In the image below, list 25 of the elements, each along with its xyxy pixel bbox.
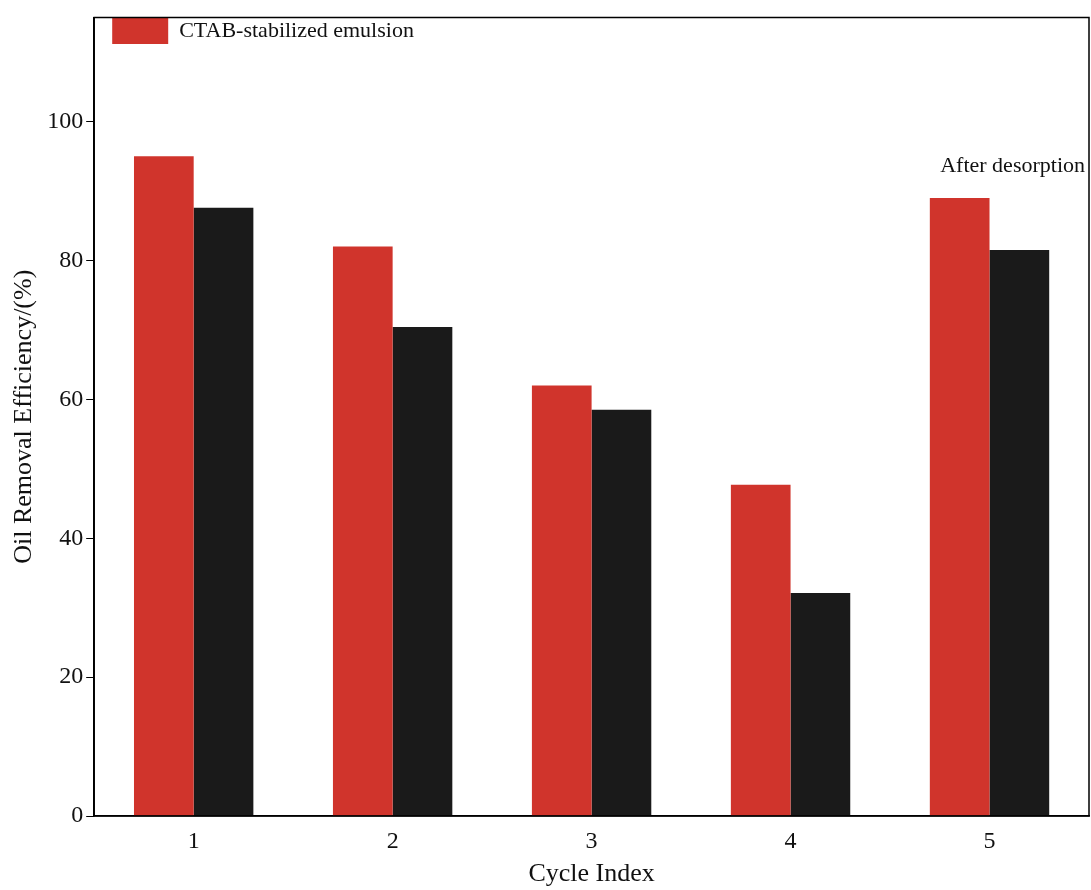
bar xyxy=(133,156,194,816)
x-axis-title: Cycle Index xyxy=(528,858,655,888)
x-tick-label: 4 xyxy=(784,826,797,853)
y-tick-label: 80 xyxy=(59,245,84,272)
annotation: After desorption xyxy=(940,151,1085,177)
legend-label: CTAB-stabilized emulsion xyxy=(179,16,414,42)
bar xyxy=(929,197,990,816)
x-tick-label: 1 xyxy=(187,826,200,853)
bar xyxy=(193,207,254,816)
y-tick-label: 100 xyxy=(47,106,84,133)
y-axis-title: Oil Removal Efficiency/(%) xyxy=(8,269,38,564)
bar xyxy=(531,385,592,816)
bar xyxy=(790,593,851,816)
y-tick-label: 40 xyxy=(59,523,84,550)
x-tick-label: 3 xyxy=(585,826,598,853)
bar xyxy=(332,246,393,816)
y-tick-label: 60 xyxy=(59,384,84,411)
y-tick-label: 0 xyxy=(71,801,84,828)
bar xyxy=(591,409,652,816)
bar xyxy=(730,484,791,816)
y-tick-label: 20 xyxy=(59,662,84,689)
x-tick-label: 2 xyxy=(386,826,399,853)
x-tick-label: 5 xyxy=(983,826,996,853)
bar xyxy=(989,250,1050,816)
bar xyxy=(392,327,453,816)
